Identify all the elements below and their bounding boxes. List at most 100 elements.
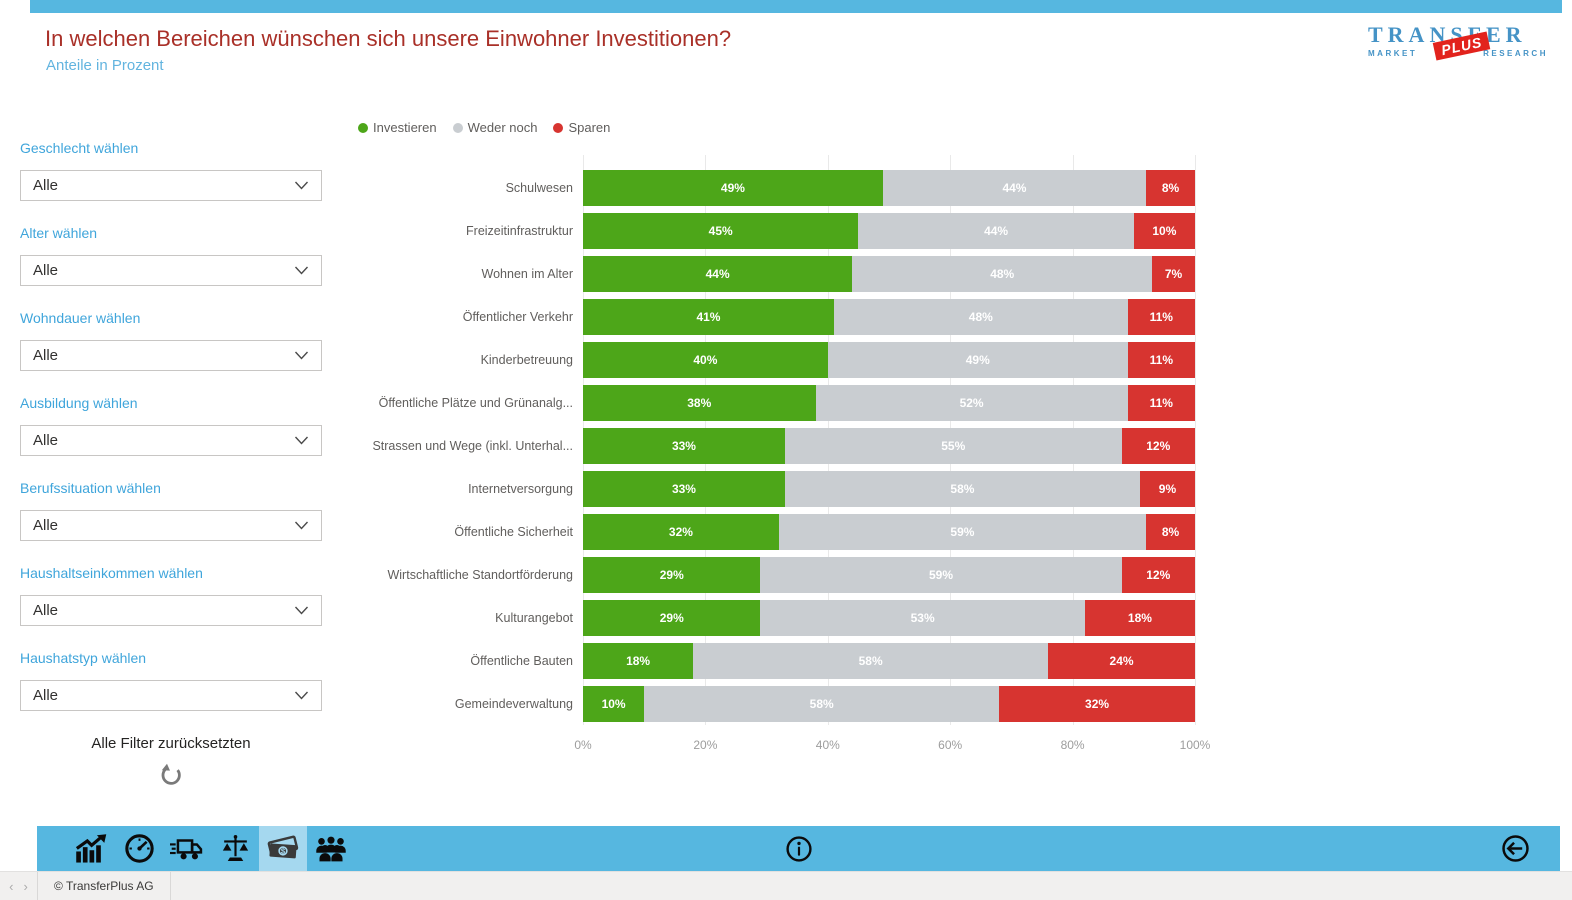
bar-segment-sparen[interactable]: 8% [1146, 170, 1195, 207]
filter-label: Berufssituation wählen [20, 480, 161, 496]
bar-track: 45% 44% 10% [583, 213, 1195, 250]
bar-segment-investieren[interactable]: 33% [583, 427, 785, 464]
bar-segment-investieren[interactable]: 18% [583, 642, 694, 679]
bar-segment-weder-noch[interactable]: 53% [760, 599, 1085, 636]
filter-dropdown[interactable]: Alle [20, 425, 322, 456]
bar-segment-investieren[interactable]: 40% [583, 342, 828, 379]
bar-segment-sparen[interactable]: 7% [1152, 256, 1195, 293]
chart-row: Wirtschaftliche Standortförderung 29% 59… [368, 553, 1195, 596]
bar-segment-investieren[interactable]: 38% [583, 385, 816, 422]
truck-icon[interactable] [163, 826, 211, 871]
bar-segment-investieren[interactable]: 32% [583, 513, 779, 550]
bar-segment-weder-noch[interactable]: 59% [778, 513, 1147, 550]
filter-dropdown[interactable]: Alle [20, 510, 322, 541]
category-label: Kulturangebot [495, 610, 573, 625]
chart-row: Wohnen im Alter 44% 48% 7% [368, 253, 1195, 296]
x-axis-tick: 40% [815, 738, 840, 752]
bar-segment-sparen[interactable]: 9% [1139, 470, 1195, 507]
bar-segment-investieren[interactable]: 41% [583, 299, 834, 336]
legend-color-dot [358, 122, 368, 133]
filter-dropdown-value: Alle [33, 602, 59, 619]
gridline [1195, 155, 1196, 725]
bar-segment-weder-noch[interactable]: 44% [858, 213, 1134, 250]
bar-segment-sparen[interactable]: 11% [1127, 385, 1195, 422]
chart-row: Kulturangebot 29% 53% 18% [368, 596, 1195, 639]
bar-segment-sparen[interactable]: 11% [1127, 299, 1195, 336]
bar-segment-investieren[interactable]: 33% [583, 470, 785, 507]
bar-segment-weder-noch[interactable]: 49% [827, 342, 1128, 379]
x-axis-tick: 0% [574, 738, 592, 752]
growth-chart-icon[interactable] [67, 826, 115, 871]
bar-segment-sparen[interactable]: 8% [1146, 513, 1195, 550]
filter-label: Wohndauer wählen [20, 310, 141, 326]
bar-segment-investieren[interactable]: 44% [583, 256, 853, 293]
bar-segment-weder-noch[interactable]: 48% [852, 256, 1153, 293]
bar-segment-sparen[interactable]: 12% [1121, 556, 1195, 593]
category-label: Öffentlicher Verkehr [462, 310, 573, 325]
filter-group: Ausbildung wählen Alle [20, 395, 322, 456]
chevron-right-icon[interactable]: › [23, 878, 28, 894]
legend-item[interactable]: Investieren [358, 120, 437, 135]
bar-segment-sparen[interactable]: 11% [1127, 342, 1195, 379]
filter-label: Haushatstyp wählen [20, 650, 147, 666]
chevron-left-icon[interactable]: ‹ [9, 878, 14, 894]
info-icon[interactable] [784, 834, 814, 864]
filter-dropdown-value: Alle [33, 347, 59, 364]
filter-dropdown[interactable]: Alle [20, 340, 322, 371]
back-arrow-icon[interactable] [1499, 832, 1532, 865]
category-label: Wirtschaftliche Standortförderung [387, 567, 573, 582]
gauge-icon[interactable] [115, 826, 163, 871]
chart-row: Freizeitinfrastruktur 45% 44% 10% [368, 210, 1195, 253]
bar-segment-investieren[interactable]: 10% [583, 685, 645, 722]
bar-segment-sparen[interactable]: 18% [1084, 599, 1195, 636]
filter-dropdown[interactable]: Alle [20, 680, 322, 711]
chart-row: Gemeindeverwaltung 10% 58% 32% [368, 682, 1195, 725]
bar-segment-investieren[interactable]: 45% [583, 213, 859, 250]
bar-segment-investieren[interactable]: 29% [583, 556, 761, 593]
bar-segment-sparen[interactable]: 12% [1121, 427, 1195, 464]
category-label: Kinderbetreuung [480, 353, 573, 368]
undo-icon[interactable] [20, 760, 322, 788]
bar-segment-weder-noch[interactable]: 55% [784, 427, 1122, 464]
category-label: Gemeindeverwaltung [454, 696, 573, 711]
bar-track: 41% 48% 11% [583, 299, 1195, 336]
chevron-down-icon [294, 347, 309, 364]
bar-track: 40% 49% 11% [583, 342, 1195, 379]
category-label: Schulwesen [505, 181, 573, 196]
bar-segment-weder-noch[interactable]: 44% [882, 170, 1147, 207]
bar-segment-sparen[interactable]: 10% [1133, 213, 1195, 250]
filter-label: Geschlecht wählen [20, 140, 139, 156]
x-axis-tick: 80% [1060, 738, 1085, 752]
x-axis-tick: 60% [938, 738, 963, 752]
bar-segment-sparen[interactable]: 24% [1048, 642, 1195, 679]
filter-group: Wohndauer wählen Alle [20, 310, 322, 371]
legend-item[interactable]: Weder noch [452, 120, 537, 135]
legend-item[interactable]: Sparen [553, 120, 610, 135]
filter-dropdown[interactable]: Alle [20, 170, 322, 201]
bar-track: 29% 59% 12% [583, 556, 1195, 593]
bar-segment-weder-noch[interactable]: 58% [644, 685, 1000, 722]
logo-research-label: RESEARCH [1483, 49, 1548, 58]
filter-group: Alter wählen Alle [20, 225, 322, 286]
bar-segment-investieren[interactable]: 49% [583, 170, 883, 207]
page-tab[interactable]: © TransferPlus AG [37, 872, 171, 900]
bar-segment-sparen[interactable]: 32% [999, 685, 1195, 722]
bar-segment-weder-noch[interactable]: 48% [833, 299, 1128, 336]
filter-sidebar: Geschlecht wählen Alle Alter wählen Alle… [20, 140, 322, 788]
filter-dropdown[interactable]: Alle [20, 595, 322, 626]
scales-icon[interactable] [211, 826, 259, 871]
filter-label: Alter wählen [20, 225, 98, 241]
filter-label: Ausbildung wählen [20, 395, 138, 411]
top-accent-bar [30, 0, 1562, 13]
chart-row: Internetversorgung 33% 58% 9% [368, 467, 1195, 510]
filter-dropdown[interactable]: Alle [20, 255, 322, 286]
bar-segment-weder-noch[interactable]: 58% [693, 642, 1049, 679]
bar-segment-weder-noch[interactable]: 59% [760, 556, 1122, 593]
money-icon[interactable]: $ [259, 826, 307, 871]
chart-row: Öffentliche Plätze und Grünanalg... 38% … [368, 382, 1195, 425]
bar-segment-investieren[interactable]: 29% [583, 599, 761, 636]
reset-filters-button[interactable]: Alle Filter zurücksetzten [91, 735, 251, 752]
bar-segment-weder-noch[interactable]: 58% [784, 470, 1140, 507]
people-icon[interactable] [307, 826, 355, 871]
bar-segment-weder-noch[interactable]: 52% [815, 385, 1128, 422]
